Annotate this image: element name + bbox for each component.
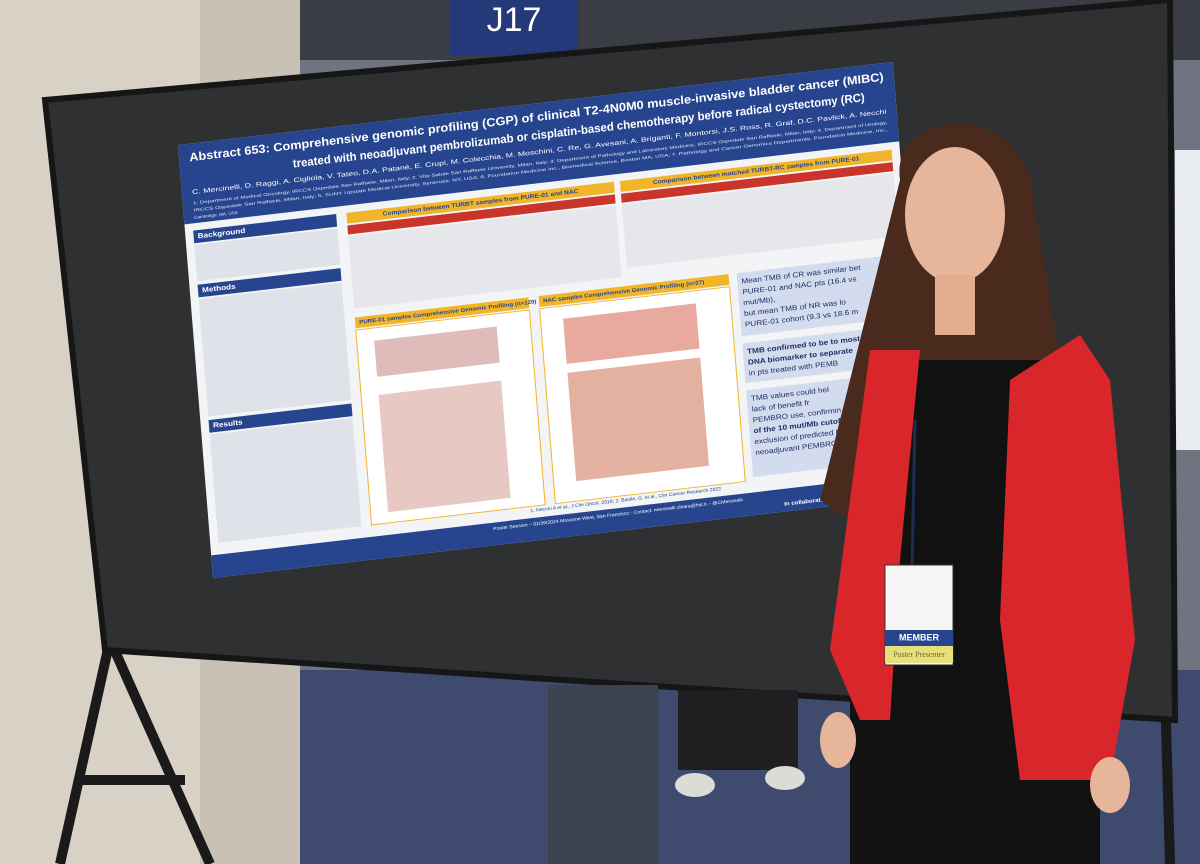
badge-ribbon — [885, 646, 953, 663]
callout — [736, 254, 906, 337]
person-background — [678, 690, 798, 770]
title-band — [178, 61, 900, 225]
text-block — [209, 417, 362, 543]
section-header — [193, 214, 338, 244]
shoe — [765, 766, 805, 790]
next-poster — [1175, 150, 1200, 450]
profiling-header — [538, 274, 730, 307]
table-header — [619, 149, 893, 192]
text-block — [198, 282, 352, 417]
poster: Abstract 653: Comprehensive genomic prof… — [178, 61, 928, 578]
heatmap-rows — [563, 303, 700, 364]
heatmap-rows — [374, 326, 500, 377]
badge-role-band — [885, 630, 953, 646]
profiling-header — [354, 297, 530, 329]
section-title: Methods — [202, 282, 236, 294]
table-head-row — [347, 194, 616, 235]
table-body — [348, 205, 622, 309]
footer-band — [211, 472, 928, 578]
shoe — [675, 773, 715, 797]
presenter: MEMBER Poster Presenter — [820, 123, 1135, 864]
jacket — [1000, 335, 1135, 780]
heatmap-grid — [567, 357, 709, 482]
section-header — [208, 403, 353, 433]
section-title: Results — [213, 418, 243, 430]
lanyard — [910, 419, 917, 571]
text-block — [194, 228, 341, 282]
booth-number: J17 — [487, 1, 542, 39]
callout-text: mut/Mb), — [743, 295, 776, 307]
table-header — [346, 181, 615, 224]
badge-role: MEMBER — [899, 632, 939, 642]
section-header — [197, 268, 342, 298]
booth-sign — [450, 0, 578, 56]
badge-ribbon-text: Poster Presenter — [893, 650, 945, 659]
table-body — [621, 172, 899, 268]
table-head-row — [620, 162, 894, 203]
person-background — [548, 685, 658, 864]
neck — [935, 275, 975, 335]
jacket — [830, 350, 920, 720]
face — [905, 147, 1005, 283]
affiliation: Cambridge, MA, USA — [194, 210, 238, 220]
hand — [1090, 757, 1130, 813]
heatmap-grid — [378, 380, 511, 513]
hand — [820, 712, 856, 768]
